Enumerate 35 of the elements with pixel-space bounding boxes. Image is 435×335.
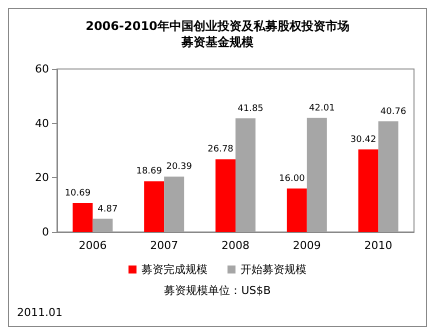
data-label: 10.69 (64, 188, 91, 198)
bar (236, 118, 256, 232)
text: 2011.01 (17, 306, 62, 319)
bar (286, 188, 307, 232)
bar (164, 176, 184, 232)
text: 募资规模单位：US$B (164, 284, 271, 297)
chart-subtitle: 募资基金规模 (180, 35, 254, 49)
data-label: 18.69 (136, 166, 162, 177)
bar (358, 149, 378, 232)
x-tick-label: 2007 (150, 239, 178, 252)
x-tick-label: 2006 (78, 239, 107, 252)
bar (306, 118, 327, 232)
bar (378, 121, 398, 232)
bar (92, 218, 113, 232)
y-tick-label: 0 (42, 226, 49, 238)
legend-label: 开始募资规模 (240, 263, 306, 276)
y-tick-label: 20 (35, 171, 49, 184)
x-tick-label: 2008 (222, 239, 250, 252)
data-label: 42.01 (309, 103, 335, 114)
data-label: 26.78 (208, 144, 234, 155)
data-label: 4.87 (98, 204, 118, 214)
data-label: 41.85 (238, 104, 264, 114)
data-label: 16.00 (279, 174, 306, 184)
data-label: 20.39 (166, 162, 192, 172)
bar (144, 181, 164, 232)
data-label: 40.76 (380, 106, 406, 117)
legend-label: 募资完成规模 (142, 263, 208, 276)
chart-title: 2006-2010年中国创业投资及私募股权投资市场 (86, 19, 350, 33)
y-tick-label: 60 (35, 62, 49, 76)
bar (72, 202, 93, 232)
x-tick-label: 2009 (292, 239, 321, 252)
bar (216, 159, 236, 232)
data-label: 30.42 (350, 134, 376, 145)
y-tick-label: 40 (35, 116, 49, 130)
x-tick-label: 2010 (364, 239, 392, 252)
